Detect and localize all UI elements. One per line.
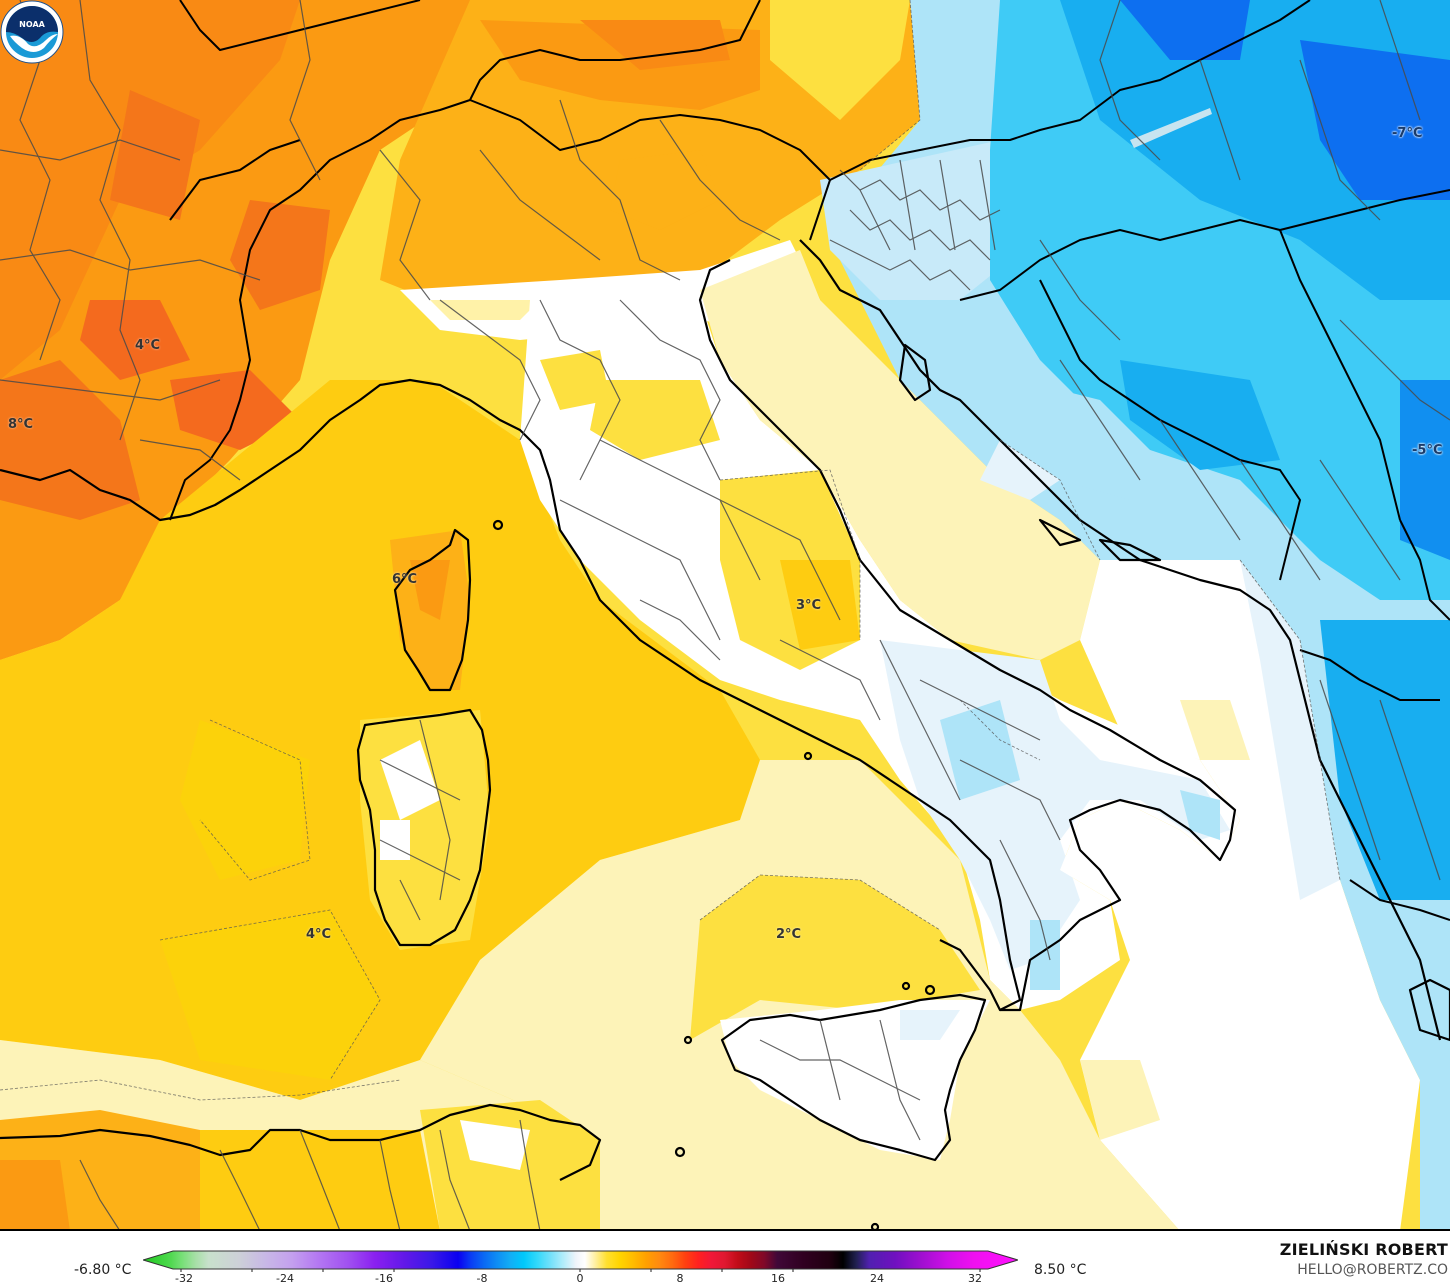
- temp-label-france-southwest: 8°C: [8, 417, 34, 432]
- colorbar-tick: 0: [576, 1272, 584, 1285]
- colorbar-tick: -8: [476, 1272, 488, 1285]
- colorbar-tick: -24: [276, 1272, 294, 1285]
- national-borders: [169, 0, 1450, 921]
- map-canvas: [0, 0, 1450, 1229]
- noaa-logo-icon: NOAA: [0, 0, 64, 64]
- temperature-map: 4°C 8°C 6°C 3°C 4°C 2°C -7°C -5°C NOAA: [0, 0, 1450, 1231]
- temp-label-west-sardinia-sea: 4°C: [306, 927, 332, 942]
- temp-label-central-italy: 3°C: [796, 598, 822, 613]
- temp-label-tyrrhenian-sea: 2°C: [776, 927, 802, 942]
- author-name: ZIELIŃSKI ROBERT: [1279, 1240, 1448, 1259]
- temp-label-corsica: 6°C: [392, 572, 418, 587]
- temp-label-france-central: 4°C: [135, 338, 161, 353]
- colorbar: [143, 1250, 1018, 1272]
- colorbar-min-label: -6.80 °C: [74, 1262, 132, 1278]
- colorbar-tick: 32: [968, 1272, 982, 1285]
- regional-borders: [0, 0, 1450, 1229]
- colorbar-tick: -32: [175, 1272, 193, 1285]
- colorbar-max-label: 8.50 °C: [1034, 1262, 1087, 1278]
- temp-label-hungary: -7°C: [1392, 126, 1423, 141]
- colorbar-tick: 8: [676, 1272, 684, 1285]
- coastlines: [0, 239, 1450, 1229]
- contour-lines: [0, 0, 1341, 1101]
- colorbar-tick: 24: [870, 1272, 884, 1285]
- author-email: HELLO@ROBERTZ.CO: [1297, 1262, 1448, 1278]
- colorbar-tick: -16: [375, 1272, 393, 1285]
- colorbar-tick: 16: [771, 1272, 785, 1285]
- svg-text:NOAA: NOAA: [19, 20, 45, 29]
- temp-label-serbia: -5°C: [1412, 443, 1443, 458]
